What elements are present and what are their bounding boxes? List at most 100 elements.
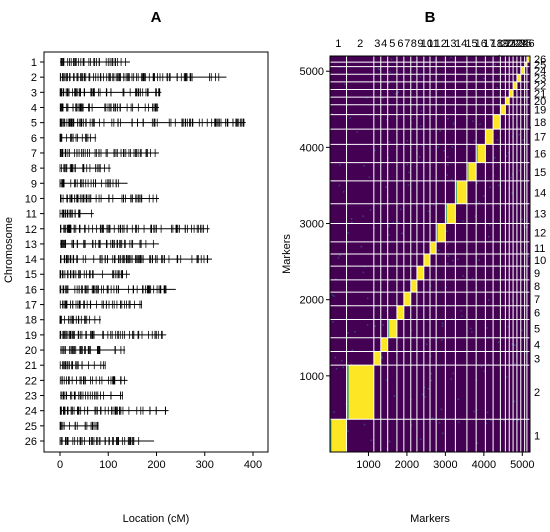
heatmap-speckle [514, 363, 516, 365]
chromosome-track [59, 406, 169, 415]
ld-block-edge [387, 319, 390, 338]
y-tick-label: 13 [25, 239, 37, 251]
panel-b: B 1 2 3 4 5 6 7 8 910111213141516171819202122232… [281, 9, 546, 525]
ld-block [403, 292, 411, 306]
heatmap-speckle [366, 324, 369, 326]
heatmap-speckle [511, 173, 514, 176]
chromosome-track [59, 330, 167, 339]
heatmap-speckle [439, 130, 441, 132]
heatmap-speckle [478, 259, 480, 261]
heatmap-speckle [521, 251, 523, 254]
panel-b-xlabel: Markers [410, 513, 450, 525]
heatmap-speckle [373, 306, 376, 309]
ld-block [516, 74, 521, 82]
heatmap-speckle [360, 246, 363, 248]
heatmap-speckle [347, 430, 349, 432]
heatmap-speckle [450, 378, 452, 380]
heatmap-speckle [462, 275, 465, 277]
top-chromosome-label: 20 [501, 38, 513, 50]
chromosome-track [59, 73, 227, 82]
y-tick-label: 2000 [300, 295, 324, 307]
x-tick-label: 300 [196, 459, 214, 471]
heatmap-speckle [334, 356, 337, 359]
heatmap-speckle [394, 93, 397, 95]
right-chromosome-label: 22 [534, 81, 546, 93]
heatmap-speckle [450, 56, 452, 59]
y-tick-label: 6 [31, 133, 37, 145]
chromosome-track [60, 58, 130, 66]
heatmap-speckle [333, 411, 335, 413]
y-axis-chromosome-ticks: 1234567891011121314151617181920212223242… [25, 57, 44, 448]
chromosome-track [59, 437, 155, 445]
right-chromosome-label: 3 [534, 353, 540, 365]
heatmap-speckle [406, 139, 409, 142]
ld-block [445, 203, 456, 224]
heatmap-speckle [418, 156, 421, 158]
ld-block [436, 223, 446, 242]
heatmap-speckle [429, 284, 432, 287]
heatmap-speckle [387, 234, 390, 236]
ld-block [485, 129, 494, 145]
chromosome-track [59, 285, 176, 294]
heatmap-speckle [406, 163, 409, 166]
heatmap-speckle [374, 325, 376, 327]
panel-a-title: A [151, 9, 162, 26]
x-tick-label: 4000 [472, 459, 496, 471]
y-tick-label: 11 [26, 209, 37, 221]
heatmap-speckle [407, 184, 410, 186]
right-chromosome-label: 12 [534, 228, 546, 240]
y-tick-label: 7 [31, 148, 37, 160]
heatmap-speckle [388, 440, 391, 443]
heatmap-speckle [381, 357, 384, 360]
heatmap-speckle [362, 271, 365, 274]
heatmap-speckle [427, 388, 430, 390]
heatmap-speckle [409, 103, 411, 105]
right-chromosome-label: 5 [534, 324, 540, 336]
panel-b-ylabel: Markers [281, 234, 293, 274]
ld-block [476, 144, 486, 163]
top-chromosome-label: 10 [421, 38, 433, 50]
heatmap-speckle [505, 155, 508, 157]
top-chromosome-label: 8 [411, 38, 417, 50]
heatmap-speckle [488, 224, 491, 226]
ld-block-edge [455, 180, 457, 204]
heatmap-speckle [505, 376, 508, 378]
heatmap-speckle [382, 97, 384, 99]
y-tick-label: 19 [25, 330, 37, 342]
heatmap-speckle [445, 230, 448, 232]
heatmap-speckle [485, 422, 488, 425]
heatmap-speckle [335, 278, 337, 280]
heatmap-speckle [342, 191, 345, 193]
x-tick-label: 400 [244, 459, 262, 471]
heatmap-speckle [472, 120, 474, 122]
x-axis-marker-ticks: 1000 2000 3000 4000 5000 [356, 452, 535, 471]
chromosome-marker-tracks [59, 58, 246, 445]
chromosome-track [59, 148, 159, 157]
ld-block [500, 104, 506, 115]
heatmap-speckle [519, 102, 521, 104]
panel-a-plot-area [43, 51, 269, 453]
heatmap-speckle [380, 355, 383, 358]
heatmap-speckle [441, 324, 444, 327]
heatmap-speckle [421, 393, 424, 396]
ld-block [423, 254, 430, 267]
heatmap-speckle [488, 235, 490, 238]
y-tick-label: 24 [25, 406, 37, 418]
right-chromosome-label: 18 [534, 117, 546, 129]
y-tick-label: 23 [25, 391, 37, 403]
chromosome-track [59, 376, 128, 385]
heatmap-speckle [392, 221, 394, 224]
heatmap-speckle [442, 432, 444, 435]
ld-block [430, 241, 437, 254]
ld-block [380, 337, 388, 352]
right-chromosome-label: 6 [534, 308, 540, 320]
right-chromosome-label: 13 [534, 209, 546, 221]
right-chromosome-label: 26 [534, 54, 546, 66]
heatmap-speckle [496, 139, 499, 141]
ld-block [524, 62, 527, 67]
chromosome-track [59, 103, 159, 112]
ld-block [526, 56, 530, 63]
y-tick-label: 3 [31, 87, 37, 99]
heatmap-speckle [458, 421, 460, 424]
top-chromosome-label: 4 [381, 38, 387, 50]
